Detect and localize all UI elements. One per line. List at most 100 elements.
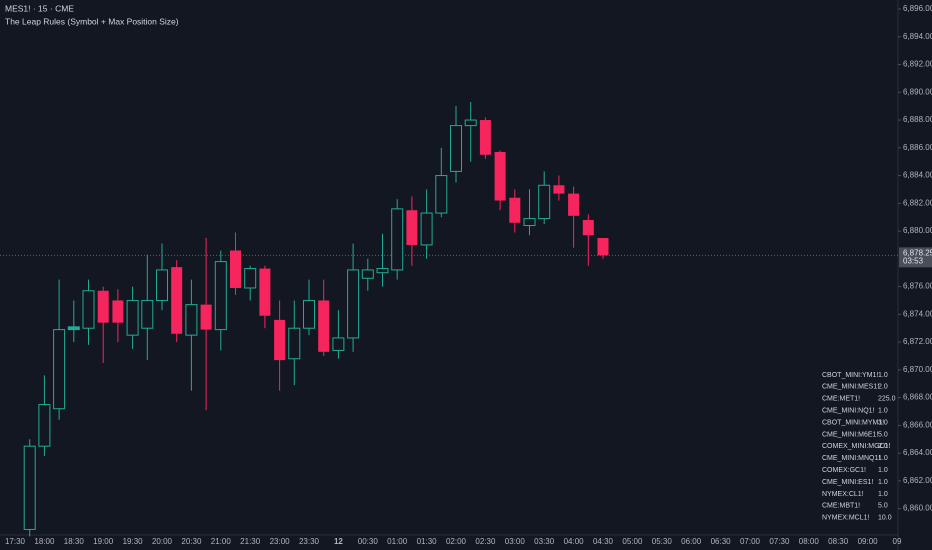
candle-body bbox=[259, 268, 271, 316]
candle-body bbox=[332, 337, 345, 351]
x-tick-label: 02:30 bbox=[475, 537, 496, 546]
candle-body bbox=[244, 268, 257, 289]
candle-body bbox=[38, 404, 51, 447]
table-symbol: NYMEX:MCL1! bbox=[822, 515, 870, 522]
x-tick-label: 18:00 bbox=[34, 537, 55, 546]
table-symbol: CBOT_MINI:YM1! bbox=[822, 372, 878, 379]
table-symbol: CME_MINI:NQ1! bbox=[822, 408, 875, 415]
table-symbol: CBOT_MINI:MYM1! bbox=[822, 419, 884, 426]
candle-body bbox=[553, 185, 565, 194]
candle-body bbox=[112, 300, 124, 323]
countdown-label: 03:53 bbox=[903, 256, 924, 265]
x-tick-label: 17:30 bbox=[5, 537, 26, 546]
table-value: 5.0 bbox=[878, 503, 888, 510]
candle-body bbox=[391, 208, 404, 271]
last-price-label: 6,878.25 bbox=[903, 248, 932, 257]
x-tick-label: 03:30 bbox=[534, 537, 555, 546]
table-value: 1.0 bbox=[878, 491, 888, 498]
candle-body bbox=[230, 250, 241, 288]
table-symbol: CME_MINI:M6E1! bbox=[822, 431, 878, 438]
candle-body bbox=[67, 326, 80, 331]
chart-title: MES1! · 15 · CME bbox=[5, 3, 74, 13]
x-tick-label: 08:00 bbox=[799, 537, 820, 546]
x-tick-label: 01:00 bbox=[387, 537, 408, 546]
x-tick-label: 20:00 bbox=[152, 537, 173, 546]
y-tick-label: 6,864.00 bbox=[903, 448, 932, 457]
table-value: 1.0 bbox=[878, 408, 888, 415]
table-symbol: CME:MBT1! bbox=[822, 503, 860, 510]
x-tick-label: 06:00 bbox=[681, 537, 702, 546]
y-tick-label: 6,890.00 bbox=[903, 87, 932, 96]
x-tick-label: 19:00 bbox=[93, 537, 114, 546]
candle-body bbox=[450, 125, 462, 172]
candle-body bbox=[479, 120, 491, 155]
last-price-box bbox=[899, 247, 932, 268]
x-tick-label: 06:30 bbox=[711, 537, 732, 546]
table-symbol: CME_MINI:MES1! bbox=[822, 384, 879, 391]
candle-body bbox=[171, 267, 183, 334]
candle-body bbox=[23, 445, 36, 530]
x-tick-label: 08:30 bbox=[828, 537, 849, 546]
candle-body bbox=[406, 210, 418, 245]
y-tick-label: 6,874.00 bbox=[903, 309, 932, 318]
candle-body bbox=[200, 304, 212, 330]
table-symbol: COMEX_MINI:MGC1! bbox=[822, 443, 891, 450]
candle-body bbox=[288, 327, 301, 360]
table-symbol: NYMEX:CL1! bbox=[822, 491, 864, 498]
x-tick-label: 04:00 bbox=[564, 537, 585, 546]
candle-body bbox=[126, 299, 139, 336]
candle-body bbox=[274, 319, 286, 361]
y-tick-label: 6,862.00 bbox=[903, 476, 932, 485]
candle-body bbox=[185, 304, 198, 336]
candle-body bbox=[494, 151, 506, 201]
table-value: 1.0 bbox=[878, 372, 888, 379]
y-tick-label: 6,870.00 bbox=[903, 365, 932, 374]
x-tick-label: 02:00 bbox=[446, 537, 467, 546]
candle-body bbox=[464, 119, 477, 127]
candle-body bbox=[97, 290, 109, 323]
y-tick-label: 6,866.00 bbox=[903, 420, 932, 429]
table-symbol: CME_MINI:MNQ1! bbox=[822, 455, 880, 462]
y-tick-label: 6,882.00 bbox=[903, 198, 932, 207]
y-tick-label: 6,872.00 bbox=[903, 337, 932, 346]
candle-body bbox=[303, 299, 315, 329]
y-tick-label: 6,896.00 bbox=[903, 4, 932, 13]
x-tick-label: 12 bbox=[334, 537, 343, 546]
candle-body bbox=[318, 300, 330, 352]
candle-body bbox=[156, 269, 168, 301]
x-tick-label: 07:00 bbox=[740, 537, 761, 546]
table-value: 1.0 bbox=[878, 467, 888, 474]
candle-body bbox=[141, 299, 154, 329]
candle-body bbox=[597, 238, 609, 256]
x-tick-label: 07:30 bbox=[769, 537, 790, 546]
x-tick-label: 19:30 bbox=[123, 537, 144, 546]
candle-body bbox=[582, 219, 594, 236]
table-value: 1.0 bbox=[878, 455, 888, 462]
x-tick-label: 09:00 bbox=[858, 537, 879, 546]
y-tick-label: 6,894.00 bbox=[903, 32, 932, 41]
x-tick-label: 05:00 bbox=[622, 537, 643, 546]
table-value: 225.0 bbox=[878, 396, 896, 403]
x-tick-label: 23:30 bbox=[299, 537, 320, 546]
x-tick-label: 04:30 bbox=[593, 537, 614, 546]
candle-body bbox=[361, 269, 374, 279]
table-symbol: CME_MINI:ES1! bbox=[822, 479, 873, 486]
y-tick-label: 6,876.00 bbox=[903, 282, 932, 291]
candle-body bbox=[376, 268, 389, 274]
candle-body bbox=[538, 184, 551, 220]
x-tick-label: 01:30 bbox=[417, 537, 438, 546]
chart-subtitle: The Leap Rules (Symbol + Max Position Si… bbox=[5, 16, 179, 26]
candle-body bbox=[509, 197, 521, 223]
candle-body bbox=[568, 193, 580, 216]
x-tick-label: 21:30 bbox=[240, 537, 261, 546]
table-value: 10.0 bbox=[878, 515, 892, 522]
candle-body bbox=[53, 329, 66, 410]
candle-body bbox=[435, 175, 448, 214]
x-tick-label: 00:30 bbox=[358, 537, 379, 546]
candle-body bbox=[523, 218, 536, 227]
table-value: 2.0 bbox=[878, 443, 888, 450]
table-value: 5.0 bbox=[878, 431, 888, 438]
x-tick-label: 21:00 bbox=[211, 537, 232, 546]
table-value: 3.0 bbox=[878, 419, 888, 426]
